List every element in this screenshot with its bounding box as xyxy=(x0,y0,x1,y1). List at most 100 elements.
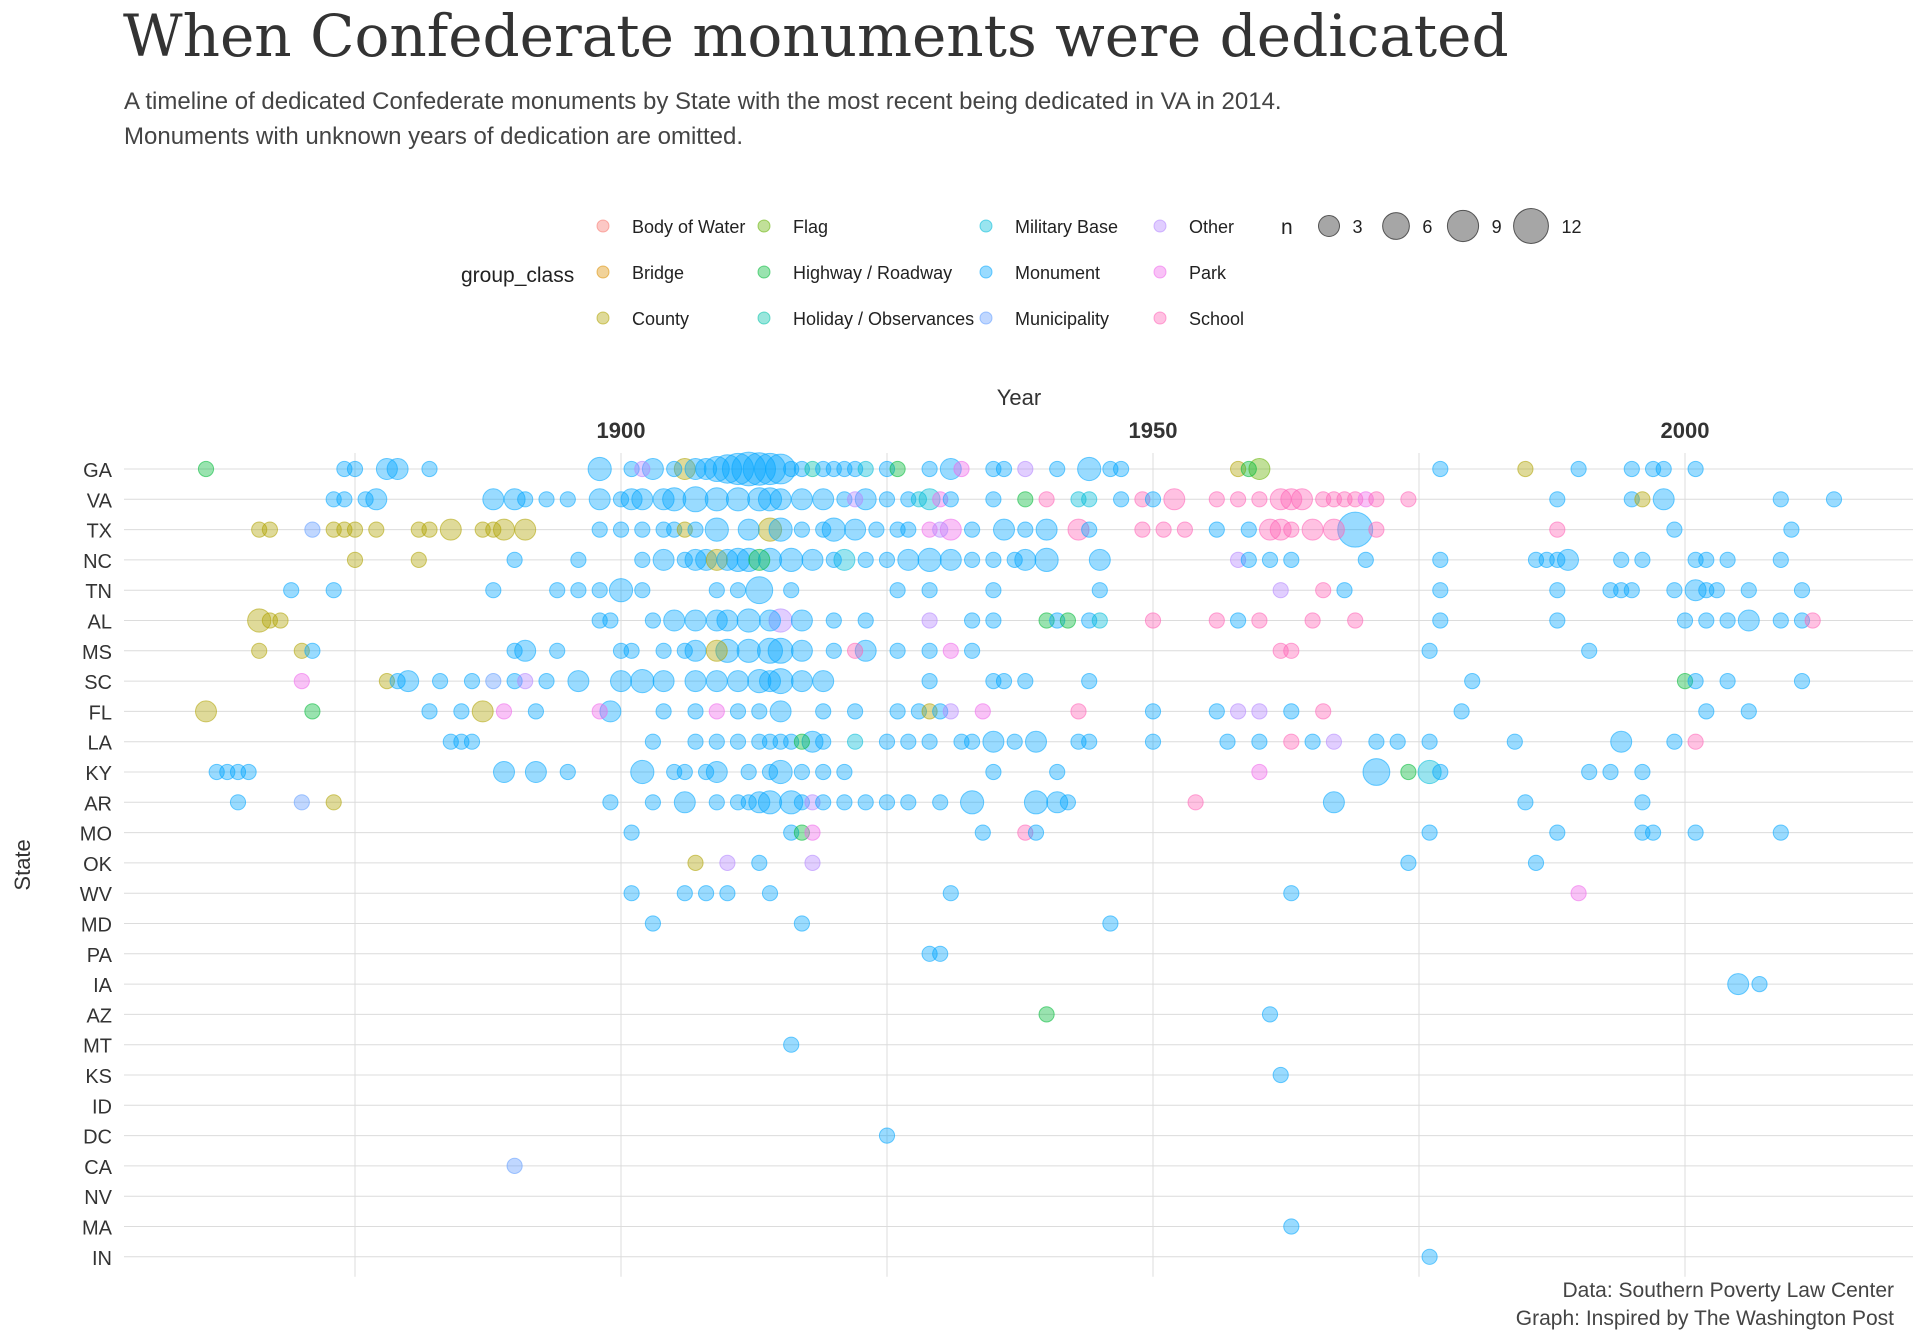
y-tick-label-mo: MO xyxy=(80,824,112,846)
data-point xyxy=(740,794,757,811)
data-point xyxy=(725,487,751,512)
data-point xyxy=(847,703,864,720)
data-point xyxy=(1088,548,1111,571)
data-point xyxy=(1602,763,1619,781)
y-tick-label-ok: OK xyxy=(83,854,113,876)
data-point xyxy=(1362,758,1391,786)
y-tick-label-dc: DC xyxy=(83,1127,112,1149)
data-point xyxy=(1315,703,1332,720)
data-point xyxy=(676,551,693,569)
data-point xyxy=(197,460,215,478)
data-point xyxy=(719,854,736,872)
data-point xyxy=(1570,460,1587,478)
legend-key-other xyxy=(1153,219,1167,233)
data-point xyxy=(612,491,630,508)
data-point xyxy=(1432,612,1449,629)
data-point xyxy=(432,673,449,690)
legend-size-key xyxy=(1317,214,1341,238)
data-point xyxy=(921,460,938,478)
data-point xyxy=(1687,460,1704,478)
data-point xyxy=(1719,673,1736,690)
data-point xyxy=(705,670,728,693)
data-point xyxy=(815,521,832,538)
data-point xyxy=(1144,491,1162,508)
data-point xyxy=(790,609,813,632)
data-point xyxy=(900,794,917,811)
data-point xyxy=(751,854,768,872)
data-point xyxy=(910,491,928,508)
data-point xyxy=(985,582,1002,599)
data-point xyxy=(1017,491,1034,508)
data-point xyxy=(687,733,704,750)
data-point xyxy=(608,578,634,603)
data-point xyxy=(745,576,774,605)
y-tick-label-tx: TX xyxy=(86,521,112,543)
data-point xyxy=(1772,612,1789,629)
data-point xyxy=(261,521,278,538)
data-point xyxy=(1322,518,1345,541)
data-point xyxy=(844,518,867,541)
data-point xyxy=(1666,521,1683,538)
data-point xyxy=(1017,460,1034,478)
data-point xyxy=(1017,521,1034,538)
data-point xyxy=(482,488,505,511)
legend-key-county xyxy=(596,311,610,325)
data-point xyxy=(251,642,268,659)
data-point xyxy=(591,521,608,538)
data-point xyxy=(761,763,779,781)
data-point xyxy=(769,488,792,511)
legend-label: Flag xyxy=(793,217,828,237)
data-point xyxy=(698,763,715,781)
data-point xyxy=(1623,460,1640,478)
data-point xyxy=(727,670,749,693)
data-point xyxy=(825,551,842,569)
data-point xyxy=(1081,733,1098,750)
legend-label: Other xyxy=(1189,217,1234,237)
data-point xyxy=(793,521,811,538)
data-point xyxy=(857,460,874,478)
data-point xyxy=(729,733,747,750)
data-point xyxy=(1549,582,1566,599)
data-point xyxy=(634,460,651,478)
legend-size-key xyxy=(1382,212,1410,240)
data-point xyxy=(847,642,864,659)
data-point xyxy=(1400,854,1417,872)
data-point xyxy=(729,703,747,720)
data-point xyxy=(857,794,874,811)
y-tick-label-al: AL xyxy=(88,612,112,634)
data-point xyxy=(1272,582,1289,599)
data-point xyxy=(623,824,640,841)
data-point xyxy=(1421,642,1438,659)
legend-size-label: 3 xyxy=(1353,217,1363,237)
data-point xyxy=(1113,460,1130,478)
data-point xyxy=(917,547,942,573)
chart-subtitle-line-1: A timeline of dedicated Confederate monu… xyxy=(124,88,1282,115)
x-tick-label-1950: 1950 xyxy=(1129,418,1178,443)
data-point xyxy=(1549,551,1566,569)
data-point xyxy=(1666,733,1683,750)
data-point xyxy=(847,491,864,508)
data-point xyxy=(921,642,938,659)
legend-label: Highway / Roadway xyxy=(793,263,952,283)
data-point xyxy=(1272,1066,1289,1084)
data-point xyxy=(567,670,590,693)
data-point xyxy=(1070,703,1087,720)
data-point xyxy=(346,460,364,478)
data-point xyxy=(708,582,725,599)
legend-label: Municipality xyxy=(1015,309,1109,329)
data-point xyxy=(793,733,811,750)
data-point xyxy=(801,548,824,571)
data-point xyxy=(1825,491,1843,508)
data-point xyxy=(1240,460,1257,478)
data-point xyxy=(737,518,760,541)
data-point xyxy=(921,673,938,690)
data-point xyxy=(708,794,725,811)
y-tick-label-ms: MS xyxy=(82,642,112,664)
data-point xyxy=(655,642,672,659)
data-point xyxy=(769,700,792,723)
data-point xyxy=(740,763,757,781)
data-point xyxy=(517,491,534,508)
data-point xyxy=(676,763,693,781)
data-point xyxy=(1155,521,1172,538)
legend-label: Bridge xyxy=(632,263,684,283)
